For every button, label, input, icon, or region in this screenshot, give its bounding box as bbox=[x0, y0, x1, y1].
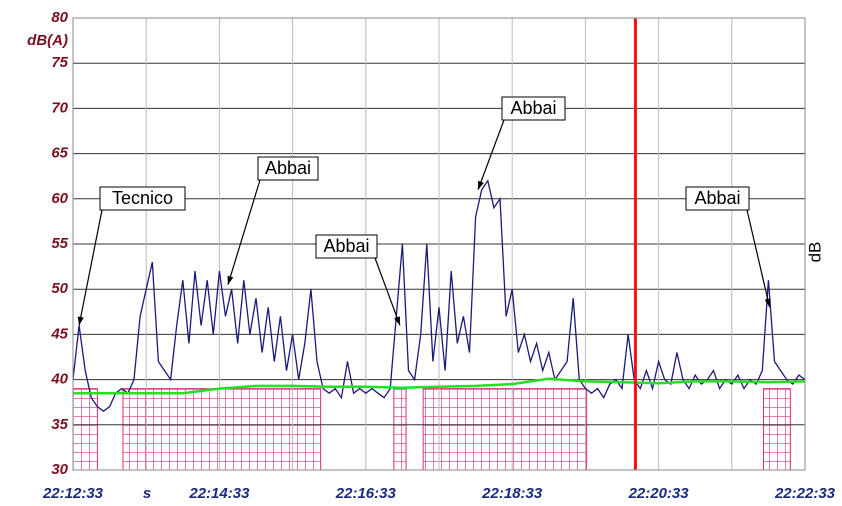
y-tick-label: 65 bbox=[51, 145, 68, 162]
y-tick-label: 55 bbox=[51, 235, 68, 252]
y-tick-label: 40 bbox=[50, 371, 68, 388]
annotation-text: Abbai bbox=[510, 98, 556, 118]
y-tick-label: 30 bbox=[51, 461, 68, 478]
arrow-head bbox=[227, 275, 234, 285]
annotation-box bbox=[257, 156, 319, 181]
marked-period bbox=[422, 388, 588, 471]
x-tick-label: 22:18:33 bbox=[481, 485, 543, 502]
plot-area bbox=[72, 17, 806, 471]
marked-period bbox=[72, 388, 98, 471]
annotation-box bbox=[501, 96, 566, 121]
annotation-text: Abbai bbox=[265, 158, 311, 178]
annotation-arrow bbox=[227, 179, 261, 285]
annotation-text: Tecnico bbox=[112, 188, 173, 208]
annotation-arrow bbox=[746, 209, 771, 308]
y-tick-label: 80 bbox=[51, 9, 68, 26]
annotation-arrow bbox=[374, 257, 401, 326]
series-line bbox=[73, 377, 806, 395]
arrow-head bbox=[764, 298, 771, 308]
y-tick-label: 50 bbox=[51, 280, 68, 297]
annotation-text: Abbai bbox=[323, 236, 369, 256]
arrow-head bbox=[478, 180, 484, 190]
annotation-arrow bbox=[78, 209, 103, 326]
series-line bbox=[72, 179, 806, 413]
arrow-head bbox=[77, 316, 84, 326]
annotation-box bbox=[685, 186, 750, 211]
marked-period bbox=[122, 388, 322, 471]
x-tick-label: 22:12:33 bbox=[42, 485, 104, 502]
annotation-text: Abbai bbox=[694, 188, 740, 208]
marked-period bbox=[763, 388, 791, 471]
marked-period bbox=[393, 388, 407, 471]
x-tick-label: 22:22:33 bbox=[774, 485, 836, 502]
annotation-box bbox=[315, 234, 378, 259]
y-tick-label: 35 bbox=[51, 416, 68, 433]
x-tick-label: 22:16:33 bbox=[335, 485, 397, 502]
x-axis-label: s bbox=[143, 485, 151, 502]
arrow-head bbox=[394, 316, 400, 326]
y-tick-label: 60 bbox=[51, 190, 68, 207]
y-tick-label: 75 bbox=[51, 54, 68, 71]
y2-axis-label: dB bbox=[805, 242, 824, 263]
annotation-arrow bbox=[477, 119, 505, 190]
y-tick-label: 45 bbox=[50, 325, 68, 342]
annotation-box bbox=[99, 186, 186, 211]
x-tick-label: 22:20:33 bbox=[628, 485, 690, 502]
y-tick-label: 70 bbox=[51, 99, 68, 116]
x-tick-label: 22:14:33 bbox=[188, 485, 250, 502]
y-axis-label: dB(A) bbox=[27, 32, 68, 49]
